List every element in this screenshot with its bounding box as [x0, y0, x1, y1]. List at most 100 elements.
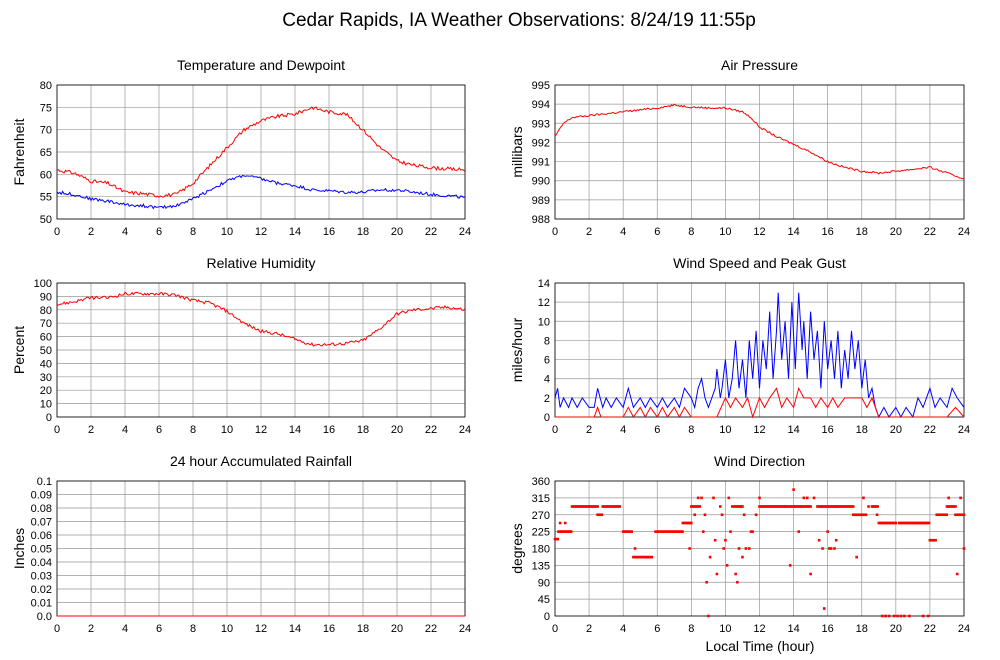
direction-point — [744, 547, 748, 550]
direction-point — [807, 505, 811, 508]
temp-xtick-label: 0 — [54, 226, 60, 238]
direction-point — [617, 505, 620, 508]
direction-point — [734, 572, 737, 576]
wind-title: Wind Speed and Peak Gust — [673, 255, 846, 271]
direction-point — [826, 530, 829, 533]
direction-point — [769, 505, 773, 508]
direction-point — [599, 513, 602, 517]
direction-point — [887, 614, 891, 618]
direction-point — [741, 555, 744, 559]
direction-point — [674, 530, 677, 533]
direction-point — [833, 505, 837, 508]
direction-point — [644, 555, 648, 559]
direction-point — [639, 555, 642, 559]
direction-point — [959, 513, 963, 517]
direction-point — [947, 505, 950, 508]
direction-point — [790, 505, 794, 508]
direction-point — [708, 555, 712, 559]
direction-point — [567, 530, 570, 533]
humidity-xtick-label: 6 — [156, 424, 162, 436]
rain-xtick-label: 24 — [459, 623, 471, 635]
humidity-xtick-label: 18 — [357, 424, 369, 436]
direction-point — [962, 547, 966, 550]
pressure-xtick-label: 24 — [958, 226, 970, 238]
direction-xtick-label: 12 — [753, 623, 765, 635]
direction-point — [844, 505, 848, 508]
direction-point — [788, 564, 792, 567]
wind-ytick-label: 10 — [538, 316, 550, 328]
direction-point — [584, 505, 588, 508]
humidity-ytick-label: 0 — [46, 412, 52, 424]
direction-point — [876, 505, 879, 508]
direction-point — [892, 614, 896, 618]
humidity-ytick-label: 40 — [40, 358, 52, 370]
direction-point — [863, 513, 866, 517]
temp-ytick-label: 55 — [40, 192, 52, 204]
direction-point — [628, 530, 632, 533]
direction-point — [805, 505, 808, 508]
direction-point — [809, 505, 812, 508]
rain-xtick-label: 6 — [156, 623, 162, 635]
humidity-xtick-label: 4 — [122, 424, 128, 436]
direction-point — [926, 614, 930, 618]
direction-point — [564, 530, 567, 533]
direction-point — [922, 521, 925, 525]
direction-title: Wind Direction — [714, 453, 805, 469]
direction-point — [903, 614, 906, 618]
humidity-xtick-label: 16 — [323, 424, 335, 436]
direction-point — [878, 521, 882, 525]
direction-point — [916, 521, 919, 525]
pressure-xtick-label: 12 — [753, 226, 765, 238]
direction-point — [945, 505, 949, 508]
direction-point — [900, 521, 904, 525]
direction-point — [920, 521, 924, 525]
direction-point — [729, 530, 732, 533]
direction-point — [558, 521, 562, 525]
wind-xtick-label: 16 — [822, 424, 834, 436]
direction-point — [822, 505, 825, 508]
direction-point — [667, 530, 670, 533]
direction-point — [941, 513, 944, 517]
direction-point — [605, 505, 609, 508]
rain-xtick-label: 14 — [289, 623, 301, 635]
direction-point — [583, 505, 587, 508]
humidity-xtick-label: 24 — [459, 424, 471, 436]
direction-point — [579, 505, 582, 508]
direction-point — [575, 505, 578, 508]
direction-point — [693, 513, 697, 517]
direction-point — [766, 505, 770, 508]
direction-point — [860, 513, 864, 517]
humidity-ytick-label: 80 — [40, 305, 52, 317]
direction-point — [945, 513, 948, 517]
wind-xtick-label: 2 — [586, 424, 592, 436]
temp-xtick-label: 24 — [459, 226, 471, 238]
pressure-frame — [554, 84, 965, 220]
direction-point — [691, 505, 695, 508]
direction-point — [615, 505, 619, 508]
direction-point — [872, 505, 875, 508]
direction-point — [792, 488, 795, 491]
pressure-xtick-label: 14 — [787, 226, 799, 238]
direction-point — [765, 505, 768, 508]
temp-xtick-label: 2 — [88, 226, 94, 238]
direction-point — [590, 505, 594, 508]
direction-point — [761, 505, 764, 508]
direction-point — [688, 547, 691, 550]
direction-xtick-label: 24 — [958, 623, 970, 635]
temp-xtick-label: 12 — [255, 226, 267, 238]
direction-point — [802, 496, 806, 500]
direction-point — [758, 496, 761, 500]
direction-point — [881, 521, 885, 525]
direction-point — [636, 555, 639, 559]
direction-point — [785, 505, 788, 508]
direction-point — [690, 521, 693, 525]
direction-point — [604, 505, 607, 508]
wind-ytick-label: 8 — [544, 335, 550, 347]
direction-point — [850, 505, 854, 508]
direction-point — [817, 505, 821, 508]
direction-point — [725, 564, 729, 567]
direction-point — [913, 521, 917, 525]
direction-point — [646, 555, 649, 559]
direction-point — [864, 513, 868, 517]
direction-point — [553, 537, 557, 541]
